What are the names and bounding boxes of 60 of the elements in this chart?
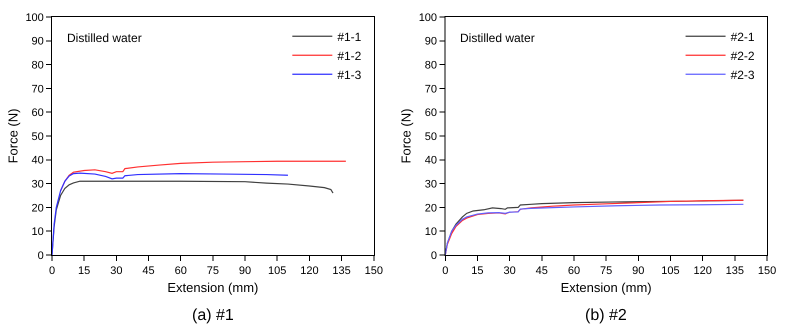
- y-tick-label: 10: [32, 226, 44, 238]
- x-tick-label: 60: [174, 265, 187, 278]
- y-tick-label: 100: [25, 12, 44, 24]
- y-tick-label: 20: [32, 202, 44, 214]
- x-tick-label: 45: [142, 265, 155, 278]
- x-tick-label: 120: [693, 265, 712, 278]
- x-tick-label: 30: [503, 265, 516, 278]
- text: (a) #1: [192, 307, 234, 324]
- y-axis-title: Force (N): [398, 108, 414, 164]
- annotation: Distilled water: [67, 31, 142, 45]
- x-tick-label: 60: [568, 265, 580, 278]
- text: (b) #2: [585, 307, 627, 324]
- x-tick-label: 135: [726, 265, 744, 278]
- line-series: [52, 172, 289, 255]
- x-tick-label: 135: [332, 265, 351, 278]
- x-tick-label: 105: [268, 265, 286, 278]
- y-tick-label: 10: [424, 226, 438, 238]
- x-tick-label: 90: [632, 265, 644, 278]
- y-tick-label: 30: [424, 178, 438, 190]
- y-tick-label: 80: [424, 59, 438, 72]
- line-series: [52, 180, 334, 255]
- x-tick-label: 15: [471, 265, 484, 278]
- x-tick-label: 105: [661, 265, 680, 278]
- y-tick-label: 0: [430, 250, 438, 262]
- y-tick-label: 100: [418, 12, 438, 24]
- legend-label: #2-1: [730, 30, 755, 44]
- x-tick-label: 0: [442, 265, 448, 278]
- annotation: Distilled water: [460, 31, 535, 45]
- y-axis-title: Force (N): [5, 108, 20, 164]
- y-tick-label: 0: [38, 250, 44, 262]
- y-tick-label: 20: [424, 202, 438, 214]
- x-tick-label: 15: [78, 265, 90, 278]
- y-tick-label: 50: [424, 130, 438, 143]
- y-tick-label: 40: [424, 154, 438, 167]
- x-tick-label: 75: [206, 265, 220, 278]
- x-axis-title: Extension (mm): [167, 280, 258, 295]
- x-tick-label: 150: [364, 265, 383, 278]
- y-tick-label: 90: [424, 36, 438, 48]
- y-tick-label: 60: [424, 107, 438, 120]
- y-tick-label: 80: [32, 59, 44, 72]
- x-tick-label: 120: [300, 265, 319, 278]
- y-tick-label: 60: [32, 107, 44, 120]
- y-tick-label: 40: [32, 154, 44, 167]
- y-tick-label: 70: [32, 83, 44, 96]
- x-tick-label: 90: [238, 265, 252, 278]
- legend-label: #2-3: [730, 68, 755, 82]
- y-tick-label: 90: [32, 36, 44, 48]
- x-tick-label: 0: [48, 265, 56, 278]
- x-tick-label: 45: [536, 265, 548, 278]
- x-tick-label: 150: [758, 265, 776, 278]
- y-tick-label: 30: [32, 178, 44, 190]
- y-tick-label: 50: [32, 130, 44, 143]
- legend-label: #2-2: [730, 48, 755, 63]
- x-tick-label: 75: [600, 265, 612, 278]
- x-axis-title: Extension (mm): [560, 280, 652, 295]
- y-tick-label: 70: [424, 83, 438, 96]
- legend-label: #1-3: [337, 68, 362, 82]
- legend-label: #1-1: [337, 30, 362, 44]
- legend-label: #1-2: [337, 48, 362, 63]
- x-tick-label: 30: [110, 265, 122, 278]
